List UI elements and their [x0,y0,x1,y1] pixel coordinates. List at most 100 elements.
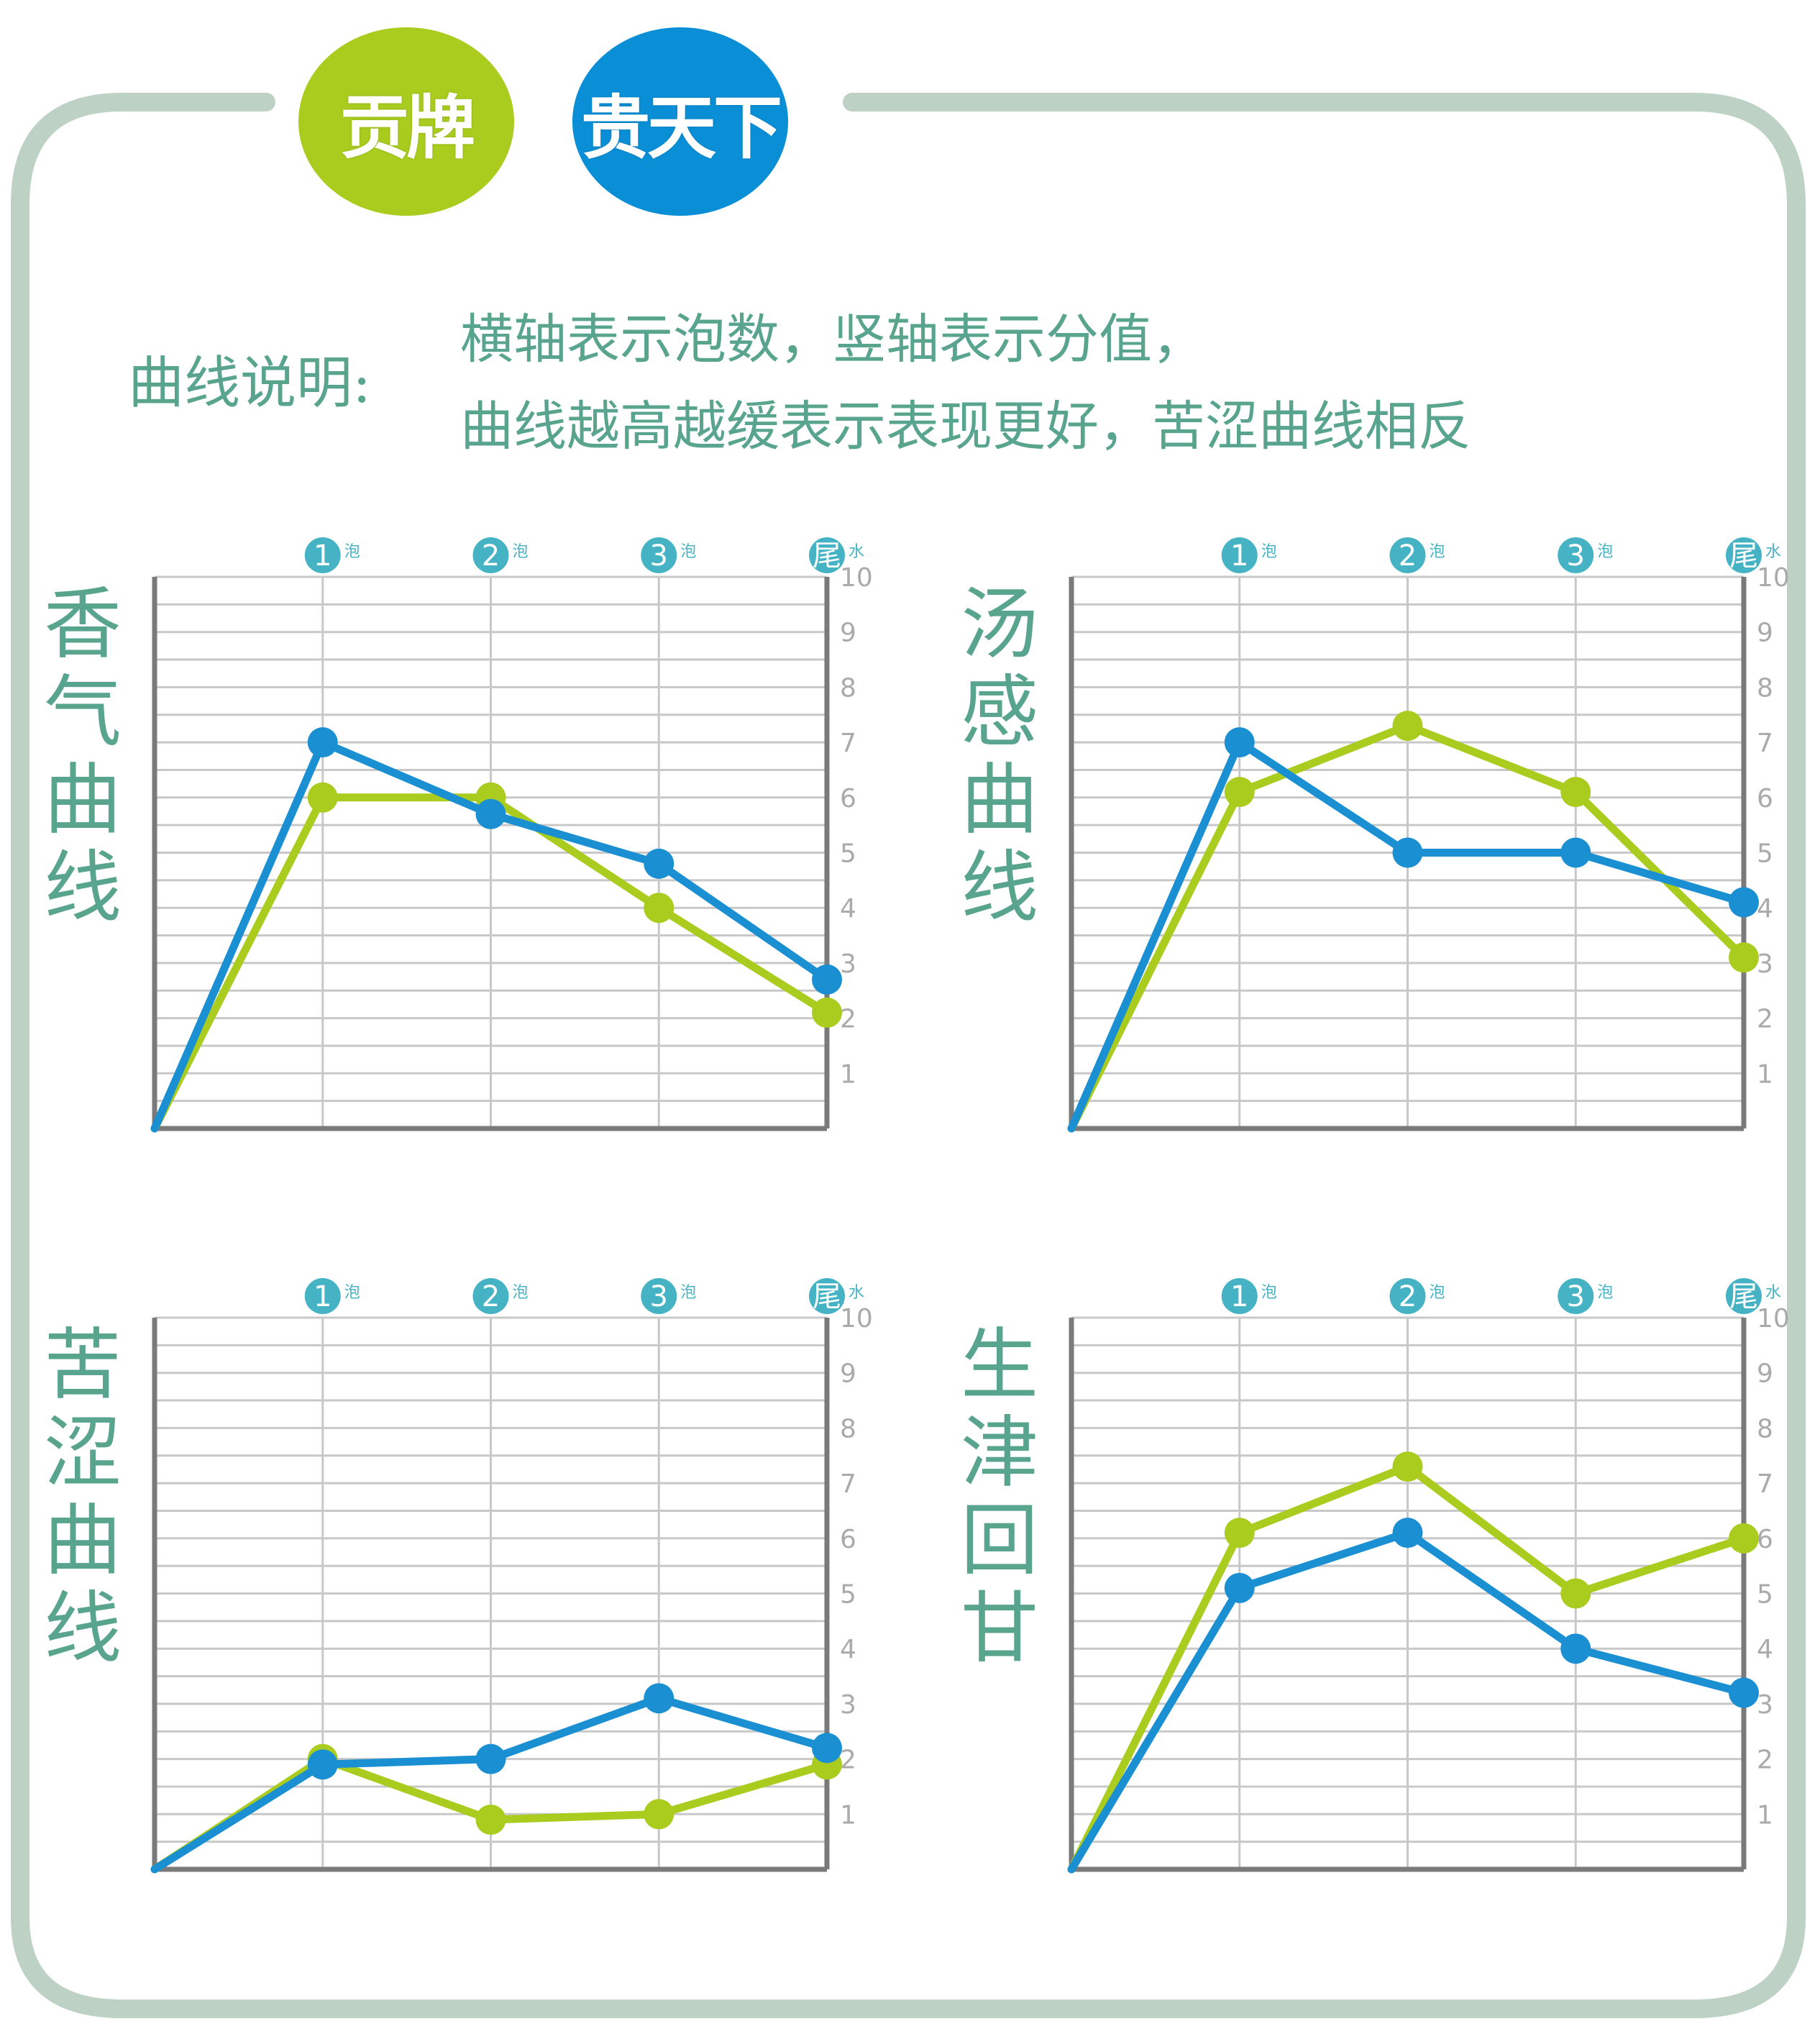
aroma-x-tick-suffix: 泡 [680,543,696,561]
bitterness-x-tick-label: 2 [482,1280,500,1313]
bitterness-x-tick-label: 3 [650,1280,668,1313]
aroma-x-tick-label: 2 [482,539,500,573]
mouthfeel-series-point-0 [1224,777,1255,808]
mouthfeel-x-tick-badge [1726,537,1762,573]
mouthfeel-y-tick-label: 1 [1757,1059,1773,1089]
mouthfeel-x-tick-label: 3 [1567,539,1585,573]
legend-line-2: 曲线越高越缓表示表现更好，苦涩曲线相反 [460,396,1471,457]
bitterness-series-point-1 [307,1749,338,1780]
aroma-series-point-1 [307,727,338,758]
bitterness-y-tick-label: 5 [840,1580,856,1610]
aroma-y-tick-label: 10 [840,563,873,593]
bitterness-series-point-0 [475,1804,506,1835]
mouthfeel-x-tick-badge [1221,537,1258,573]
bitterness-y-tick-label: 8 [840,1414,856,1444]
aftertaste-y-tick-label: 2 [1757,1746,1773,1775]
aroma-series-point-0 [812,997,842,1028]
aftertaste-x-tick-label: 1 [1230,1280,1248,1313]
mouthfeel-x-tick-label: 1 [1230,539,1248,573]
aftertaste-x-tick-label: 3 [1567,1280,1585,1313]
mouthfeel-series-point-1 [1392,837,1423,868]
bitterness-x-tick-badge [304,1278,341,1314]
mouthfeel-series-point-0 [1392,711,1423,742]
brand-badge-left: 贡牌 [298,27,514,216]
mouthfeel-series-point-0 [1729,942,1759,973]
aftertaste-y-tick-label: 7 [1757,1469,1773,1499]
bitterness-x-tick-label: 尾 [813,1280,841,1313]
aftertaste-y-tick-label: 3 [1757,1690,1773,1720]
mouthfeel-x-tick-suffix: 水 [1765,543,1781,561]
mouthfeel-series-point-1 [1224,727,1255,758]
aftertaste-series-point-1 [1729,1677,1759,1708]
mouthfeel-x-tick-badge [1389,537,1426,573]
bitterness-series-point-1 [644,1683,675,1714]
aroma-x-tick-badge [641,537,677,573]
bitterness-x-tick-label: 1 [314,1280,331,1313]
bitterness-y-tick-label: 4 [840,1635,856,1664]
aftertaste-series-point-0 [1392,1451,1423,1482]
aroma-series-point-1 [812,964,842,995]
bitterness-x-tick-suffix: 泡 [513,1284,529,1302]
bitterness-series-point-1 [812,1733,842,1764]
bitterness-x-tick-badge [641,1278,677,1314]
aftertaste-chart-title: 生津回甘 [960,1321,1038,1674]
legend-line-1: 横轴表示泡数，竖轴表示分值， [460,309,1205,370]
aroma-x-tick-label: 1 [314,539,331,573]
aftertaste-y-tick-label: 5 [1757,1580,1773,1610]
aroma-series-point-0 [644,893,675,924]
aftertaste-y-tick-label: 6 [1757,1525,1773,1554]
bitterness-series-point-1 [475,1743,506,1774]
aftertaste-y-tick-label: 1 [1757,1800,1773,1830]
brand-left-label: 贡牌 [340,87,475,168]
mouthfeel-chart-title: 汤感曲线 [960,580,1038,933]
aroma-y-tick-label: 1 [840,1059,856,1089]
aftertaste-y-tick-label: 9 [1757,1359,1773,1389]
aftertaste-x-tick-suffix: 泡 [1261,1284,1277,1302]
mouthfeel-y-tick-label: 2 [1757,1005,1773,1034]
mouthfeel-y-tick-label: 10 [1757,563,1790,593]
aftertaste-y-tick-label: 10 [1757,1304,1790,1333]
mouthfeel-y-tick-label: 7 [1757,729,1773,758]
bitterness-y-tick-label: 9 [840,1359,856,1389]
aftertaste-x-tick-suffix: 泡 [1430,1284,1445,1302]
aroma-chart-title: 香气曲线 [43,580,122,933]
mouthfeel-y-tick-label: 8 [1757,673,1773,703]
aftertaste-x-tick-badge [1726,1278,1762,1314]
aroma-series-point-0 [307,782,338,813]
aftertaste-series-point-1 [1560,1633,1591,1664]
brand-badge-right: 贵天下 [572,27,788,216]
bitterness-y-tick-label: 7 [840,1469,856,1499]
aroma-x-tick-suffix: 水 [849,543,864,561]
mouthfeel-series-point-1 [1560,837,1591,868]
aftertaste-y-tick-label: 8 [1757,1414,1773,1444]
mouthfeel-x-tick-label: 2 [1399,539,1417,573]
aftertaste-x-tick-suffix: 水 [1765,1284,1781,1302]
aftertaste-series-point-0 [1224,1518,1255,1549]
bitterness-x-tick-badge [809,1278,845,1314]
mouthfeel-y-tick-label: 3 [1757,949,1773,979]
mouthfeel-y-tick-label: 9 [1757,619,1773,648]
aroma-y-tick-label: 4 [840,894,856,924]
aroma-y-tick-label: 9 [840,619,856,648]
aroma-y-tick-label: 6 [840,784,856,813]
bitterness-series-point-0 [644,1799,675,1830]
aftertaste-x-tick-badge [1221,1278,1258,1314]
aftertaste-series-point-1 [1224,1572,1255,1603]
aftertaste-x-tick-badge [1558,1278,1594,1314]
aroma-x-tick-suffix: 泡 [344,543,360,561]
bitterness-y-tick-label: 3 [840,1690,856,1720]
bitterness-y-tick-label: 1 [840,1800,856,1830]
bitterness-y-tick-label: 2 [840,1746,856,1775]
mouthfeel-x-tick-suffix: 泡 [1430,543,1445,561]
aroma-series-point-1 [475,798,506,829]
aftertaste-series-point-1 [1392,1518,1423,1549]
bitterness-y-tick-label: 10 [840,1304,873,1333]
aroma-x-tick-suffix: 泡 [513,543,529,561]
mouthfeel-y-tick-label: 6 [1757,784,1773,813]
aroma-y-tick-label: 3 [840,949,856,979]
aroma-x-tick-badge [304,537,341,573]
aroma-x-tick-badge [472,537,509,573]
